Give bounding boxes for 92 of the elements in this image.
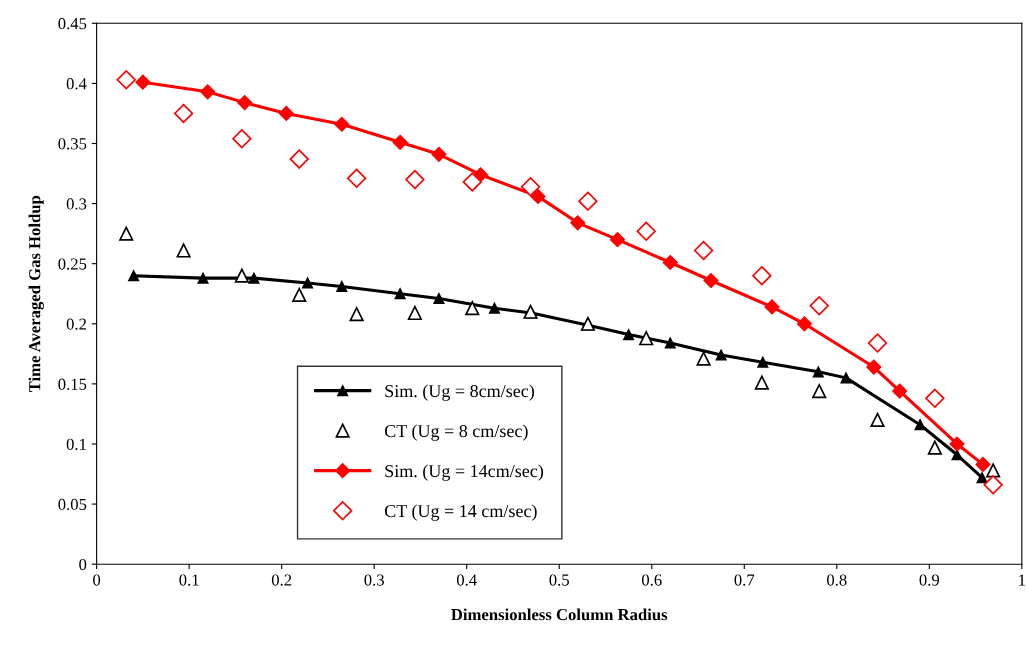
point — [465, 301, 480, 316]
x-tick-label: 0.3 — [364, 574, 384, 586]
point — [623, 329, 635, 341]
point — [757, 356, 769, 368]
point — [752, 266, 772, 286]
point — [173, 103, 194, 124]
legend-label: Sim. (Ug = 8cm/sec) — [385, 384, 534, 401]
y-tick-label: 0 — [79, 558, 87, 571]
legend-label: CT (Ug = 8 cm/sec) — [384, 424, 528, 441]
point — [433, 292, 445, 305]
point — [927, 440, 942, 455]
point — [693, 240, 714, 261]
point — [278, 105, 294, 122]
point — [662, 254, 678, 271]
x-tick-label: 0.6 — [641, 574, 662, 586]
x-tick-label: 0.7 — [734, 574, 755, 586]
point — [530, 188, 546, 204]
point — [405, 169, 425, 190]
x-tick-label: 0.1 — [179, 574, 199, 586]
point — [334, 116, 350, 132]
point — [392, 134, 408, 150]
point — [986, 463, 1001, 478]
x-tick-label: 0.4 — [456, 574, 477, 586]
legend-label: CT (Ug = 14 cm/sec) — [384, 504, 537, 521]
point — [292, 287, 307, 303]
y-tick-label: 0.2 — [66, 318, 86, 330]
point — [715, 349, 727, 361]
point — [812, 384, 827, 399]
y-tick-label: 0.1 — [66, 438, 86, 451]
point — [764, 299, 780, 315]
point — [870, 412, 885, 428]
y-tick-label: 0.3 — [66, 198, 87, 210]
y-tick-label: 0.15 — [58, 378, 87, 390]
point — [349, 307, 364, 322]
x-axis-title: Dimensionless Column Radius — [451, 608, 668, 621]
point — [462, 172, 482, 192]
point — [809, 296, 829, 316]
point — [407, 305, 422, 321]
point — [135, 74, 151, 90]
point — [892, 383, 908, 399]
point — [639, 331, 654, 346]
y-tick-label: 0.35 — [58, 138, 87, 150]
point — [840, 372, 852, 384]
point — [119, 226, 134, 241]
x-tick-label: 1 — [1019, 574, 1025, 586]
x-tick-label: 0 — [93, 574, 101, 586]
point — [234, 268, 249, 283]
point — [703, 272, 719, 289]
point — [394, 288, 406, 300]
point — [237, 95, 253, 111]
point — [976, 472, 988, 484]
point — [975, 456, 991, 472]
y-tick-label: 0.4 — [66, 78, 87, 90]
point — [812, 366, 824, 378]
point — [609, 232, 626, 248]
y-axis-title: Time Averaged Gas Holdup — [28, 195, 44, 393]
y-tick-label: 0.25 — [58, 258, 87, 270]
point — [200, 84, 216, 100]
point — [248, 272, 260, 284]
legend-label: Sim. (Ug = 14cm/sec) — [385, 464, 544, 481]
point — [346, 168, 367, 189]
point — [116, 70, 136, 90]
point — [302, 277, 314, 289]
point — [867, 333, 888, 353]
point — [197, 272, 209, 284]
point — [570, 215, 586, 231]
point — [232, 129, 252, 149]
x-tick-label: 0.8 — [827, 574, 847, 586]
point — [128, 270, 140, 282]
point — [488, 302, 501, 314]
x-tick-label: 0.5 — [549, 574, 569, 586]
point — [636, 221, 656, 241]
x-tick-label: 0.9 — [919, 574, 940, 586]
point — [796, 316, 812, 332]
point — [696, 351, 711, 366]
point — [664, 337, 676, 349]
point — [983, 475, 1003, 495]
point — [520, 177, 541, 197]
point — [925, 388, 945, 408]
point — [866, 359, 882, 375]
point — [578, 191, 598, 211]
point — [951, 449, 963, 461]
point — [289, 149, 309, 169]
point — [914, 419, 926, 431]
point — [176, 243, 191, 258]
y-tick-label: 0.45 — [58, 17, 87, 30]
point — [336, 280, 348, 293]
y-tick-label: 0.05 — [58, 498, 87, 511]
x-tick-label: 0.2 — [271, 574, 292, 586]
point — [949, 436, 965, 452]
point — [754, 375, 769, 390]
point — [431, 146, 447, 162]
